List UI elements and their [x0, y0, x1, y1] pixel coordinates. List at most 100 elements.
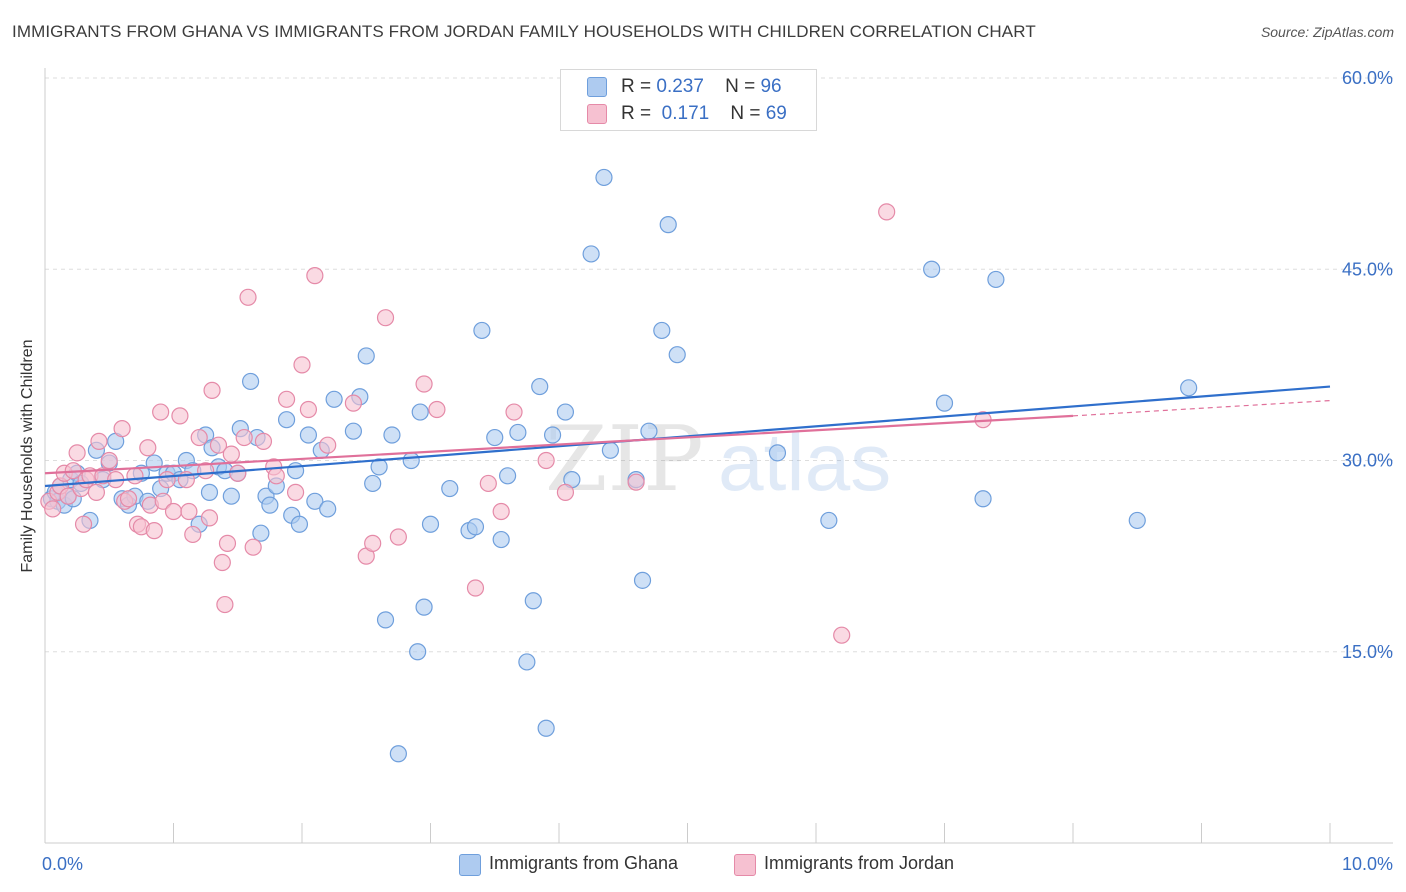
point-jordan [59, 487, 77, 505]
point-jordan [229, 464, 247, 482]
point-ghana [499, 467, 517, 485]
point-jordan [139, 439, 157, 457]
point-jordan [833, 626, 851, 644]
point-jordan [415, 375, 433, 393]
point-ghana [261, 496, 279, 514]
point-jordan [254, 432, 273, 450]
point-ghana [582, 245, 600, 263]
point-jordan [306, 267, 324, 285]
trend-line-ghana [44, 385, 1331, 488]
point-ghana [364, 474, 382, 493]
point-ghana [344, 422, 362, 440]
point-ghana [325, 390, 343, 408]
x-tick-label: 10.0% [1342, 854, 1393, 874]
point-jordan [466, 579, 485, 597]
point-jordan [235, 428, 253, 447]
point-jordan [556, 483, 575, 501]
bottom-legend-label-jordan: Immigrants from Jordan [764, 853, 955, 873]
bottom-legend-swatch-ghana [459, 854, 481, 876]
y-tick-label: 15.0% [1342, 642, 1393, 662]
legend-jordan-n-label: N = [730, 103, 761, 124]
point-ghana [974, 490, 992, 508]
point-ghana [299, 426, 318, 444]
point-ghana [935, 394, 954, 412]
point-ghana [509, 423, 527, 442]
point-jordan [239, 288, 257, 306]
point-ghana [319, 500, 337, 518]
point-ghana [492, 530, 510, 549]
legend-ghana-r-value: 0.237 [656, 76, 704, 97]
axes [44, 68, 1393, 844]
point-jordan [171, 407, 189, 425]
point-ghana [537, 719, 555, 737]
source-credit: Source: ZipAtlas.com [1260, 24, 1394, 40]
point-ghana [923, 260, 941, 278]
point-jordan [479, 474, 497, 493]
point-jordan [389, 528, 407, 546]
legend-jordan-n-value: 69 [765, 103, 787, 124]
y-tick-label: 60.0% [1342, 68, 1393, 88]
trend-line-jordan-extension [1072, 399, 1331, 417]
point-jordan [428, 400, 446, 419]
point-jordan [218, 534, 237, 552]
legend-swatch-ghana [587, 77, 607, 97]
point-ghana [653, 321, 671, 340]
point-ghana [633, 571, 652, 589]
point-jordan [376, 309, 395, 327]
point-ghana [486, 428, 504, 447]
point-jordan [164, 502, 183, 521]
point-ghana [277, 411, 296, 429]
y-tick-label: 30.0% [1342, 451, 1393, 471]
point-ghana [987, 270, 1005, 289]
trend-line-jordan [44, 414, 1074, 475]
point-jordan [145, 522, 163, 540]
stats-legend: R = 0.237 N = 96 R = 0.171 N = 69 [560, 69, 817, 131]
point-ghana [252, 524, 270, 542]
point-jordan [299, 400, 318, 419]
point-ghana [531, 377, 549, 396]
point-ghana [242, 372, 260, 391]
point-ghana [383, 426, 401, 444]
point-ghana [556, 403, 575, 421]
legend-ghana-n-value: 96 [760, 76, 782, 97]
point-jordan [44, 500, 62, 518]
legend-swatch-jordan [587, 104, 607, 124]
point-jordan [180, 502, 198, 521]
point-jordan [113, 420, 131, 438]
point-jordan [200, 509, 219, 527]
legend-ghana-n-label: N = [725, 76, 756, 97]
point-ghana [306, 492, 324, 510]
trend-lines [44, 385, 1331, 488]
point-jordan [293, 356, 311, 374]
point-ghana [820, 511, 838, 530]
point-jordan [505, 403, 523, 421]
point-jordan [364, 534, 382, 552]
point-ghana [543, 426, 562, 444]
legend-jordan-r-value: 0.171 [661, 103, 710, 124]
point-jordan [492, 502, 510, 521]
point-jordan [627, 473, 645, 491]
point-ghana [601, 441, 620, 459]
point-ghana [466, 518, 485, 536]
tick-labels: 15.0% 30.0% 45.0% 60.0% 0.0% 10.0% [42, 68, 1393, 874]
x-tick-label: 0.0% [42, 854, 83, 874]
point-ghana [518, 653, 536, 671]
point-ghana [768, 444, 787, 462]
series-jordan-points [40, 203, 992, 644]
point-jordan [119, 490, 138, 508]
point-ghana [376, 611, 395, 629]
point-ghana [200, 483, 219, 501]
point-jordan [286, 483, 305, 501]
point-jordan [203, 381, 221, 399]
point-jordan [158, 471, 176, 489]
point-jordan [537, 451, 555, 470]
point-ghana [421, 515, 440, 533]
point-jordan [209, 436, 228, 454]
point-jordan [277, 390, 296, 408]
bottom-legend-label-ghana: Immigrants from Ghana [489, 853, 679, 873]
point-ghana [370, 458, 388, 476]
y-tick-label: 45.0% [1342, 259, 1393, 279]
point-jordan [126, 467, 144, 485]
point-jordan [344, 394, 362, 412]
